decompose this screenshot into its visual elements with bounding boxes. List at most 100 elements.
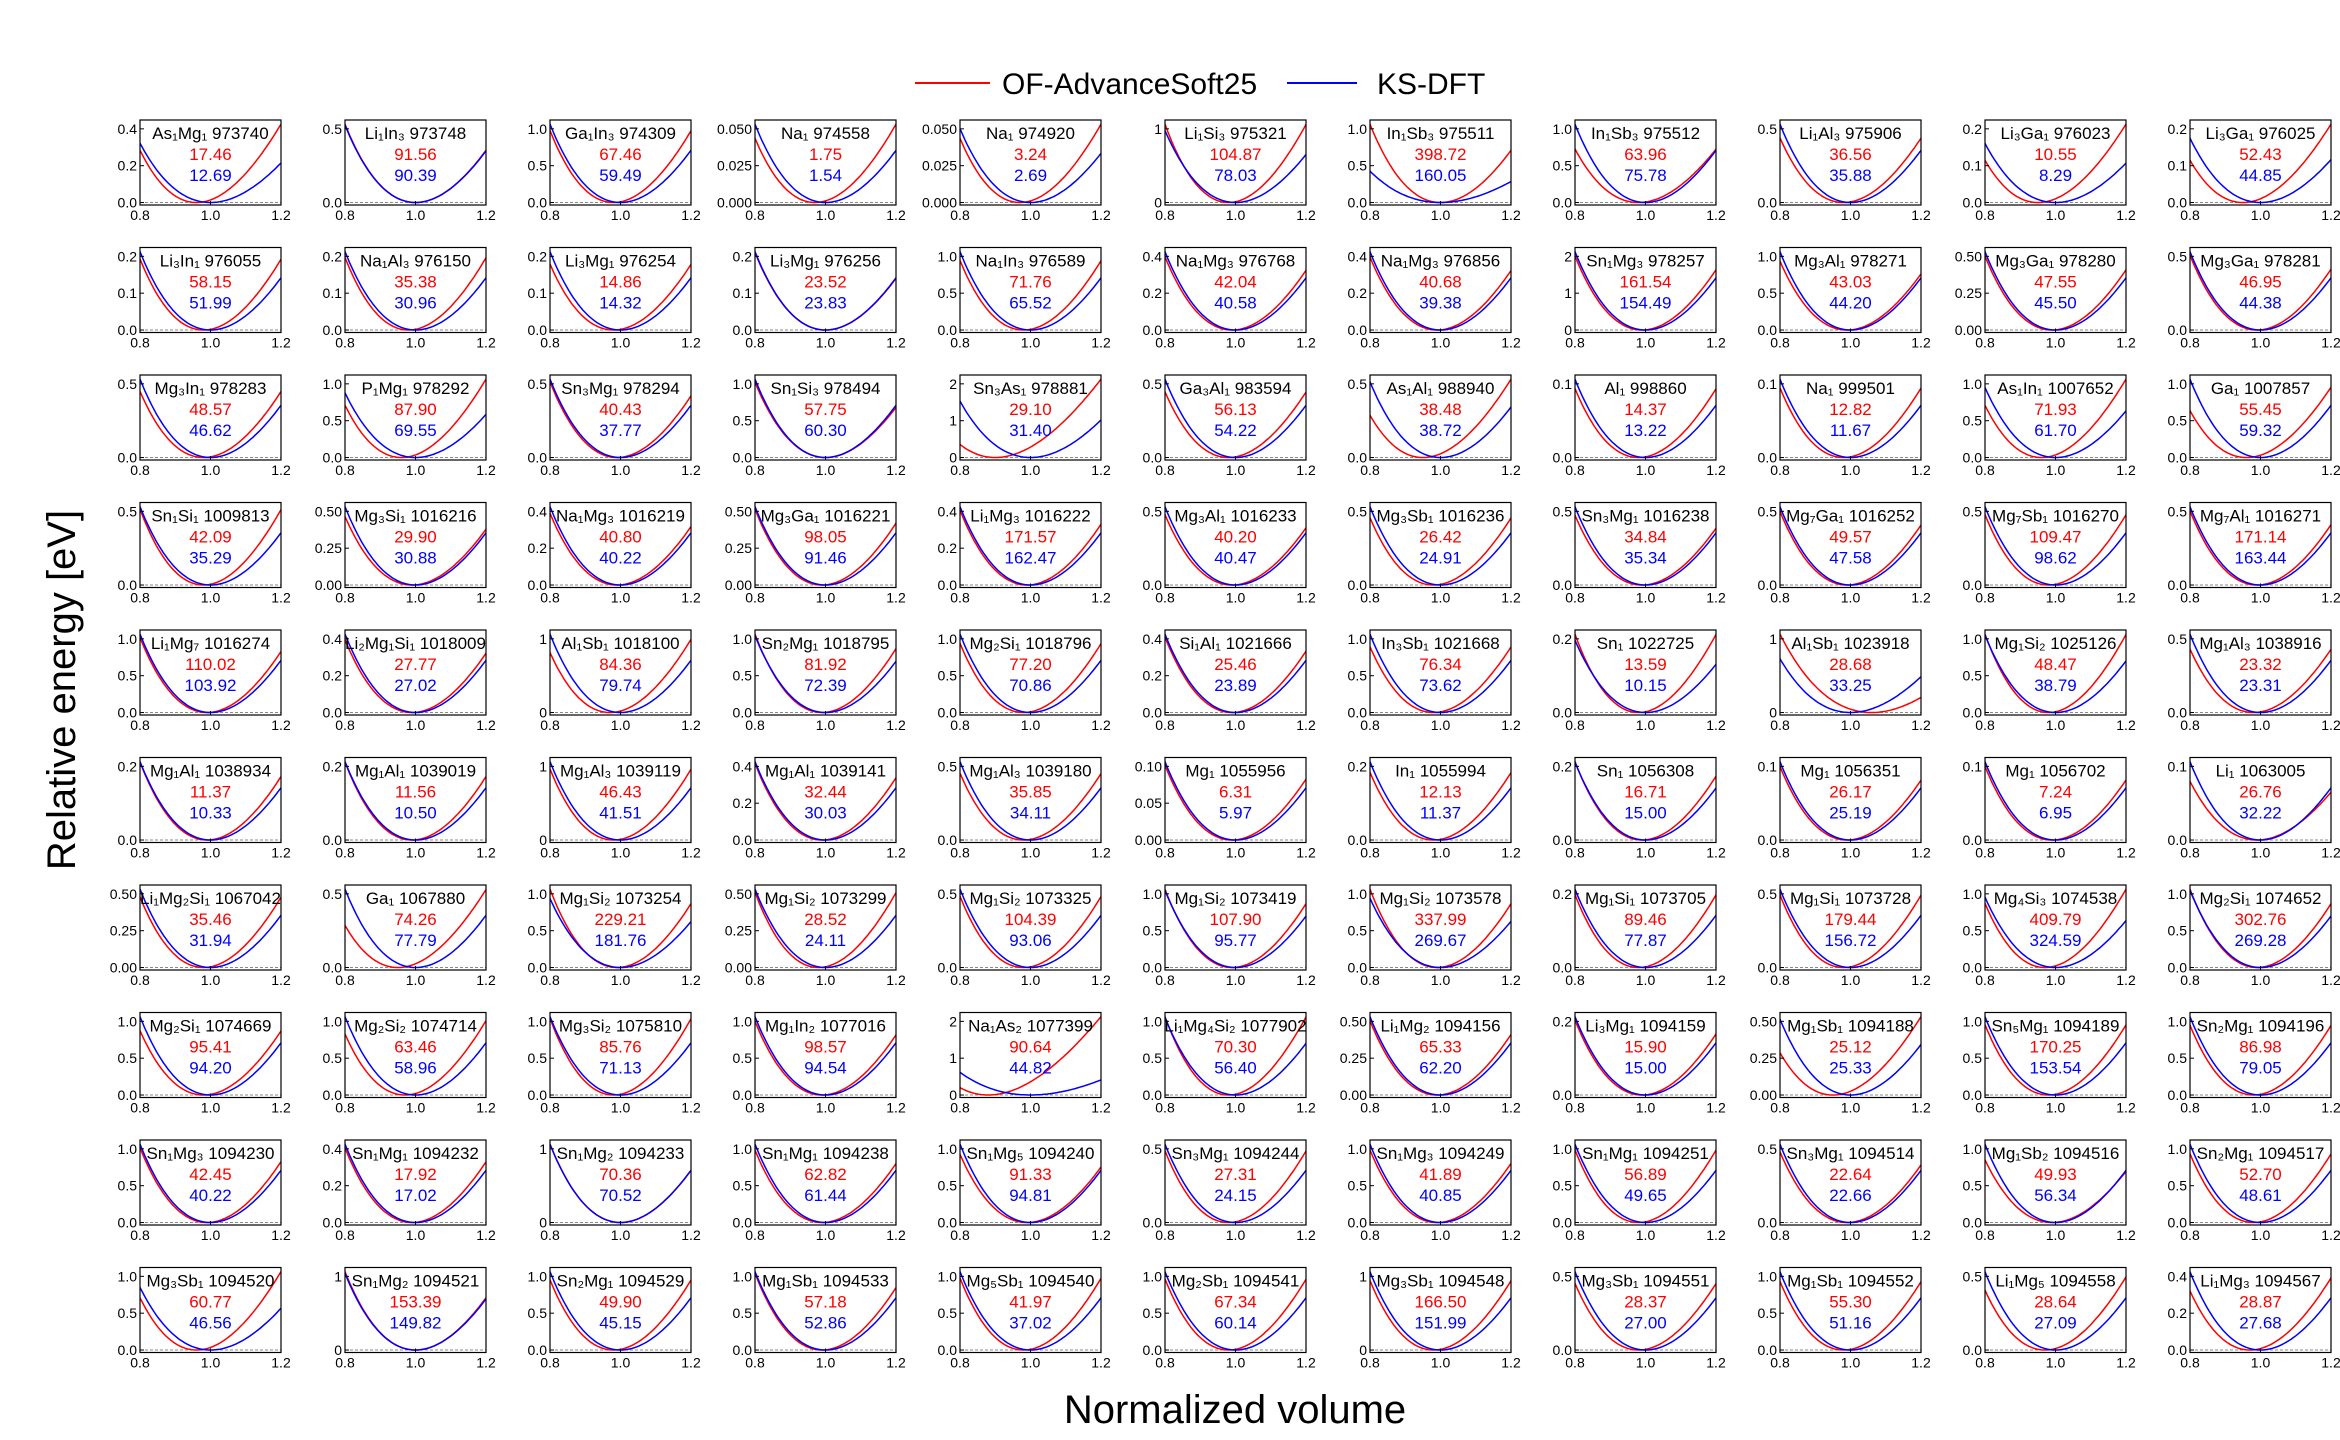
ks-dft-value: 31.94	[189, 931, 232, 950]
subplot: 0.0 0.5 1.0 0.8 1.0 1.2 Mg₂Si₂ 1074714 63.46 58.…	[323, 1011, 496, 1116]
of-advancesoft25-curve	[1985, 888, 2126, 969]
subplot: 0.0 0.5 0.8 1.0 1.2 Mg₇Al₁ 1016271 171.14 163.4…	[2168, 501, 2340, 606]
y-tick-label: 0.5	[528, 158, 548, 174]
x-tick-label: 0.8	[1360, 1100, 1380, 1116]
ks-dft-value: 70.86	[1009, 676, 1052, 695]
y-tick-label: 0.5	[938, 758, 958, 774]
x-tick-label: 1.2	[886, 972, 906, 988]
ks-dft-value: 45.50	[2034, 294, 2077, 313]
x-tick-label: 0.8	[2180, 845, 2200, 861]
ks-dft-value: 45.15	[599, 1314, 642, 1333]
of-advancesoft25-value: 10.55	[2034, 145, 2077, 164]
x-tick-label: 1.2	[681, 1355, 701, 1371]
y-tick-label: 0.5	[1963, 503, 1983, 519]
y-tick-label: 0.5	[733, 1050, 753, 1066]
of-advancesoft25-value: 70.36	[599, 1165, 642, 1184]
x-tick-label: 0.8	[1565, 972, 1585, 988]
x-tick-label: 1.2	[1501, 972, 1521, 988]
ks-dft-value: 22.66	[1829, 1186, 1872, 1205]
y-tick-label: 1.0	[118, 1141, 138, 1157]
of-advancesoft25-value: 41.89	[1419, 1165, 1462, 1184]
ks-dft-value: 8.29	[2039, 166, 2072, 185]
y-tick-label: 0.0	[1758, 1342, 1778, 1358]
x-tick-label: 0.8	[1975, 845, 1995, 861]
subplot-title: Mg₁Al₃ 1039180	[969, 762, 1091, 781]
x-tick-label: 1.0	[611, 335, 631, 351]
x-tick-label: 0.8	[745, 335, 765, 351]
x-tick-label: 1.0	[2046, 717, 2066, 733]
subplot: 0 1 0.8 1.0 1.2 Mg₃Sb₁ 1094548 166.50 151.99	[1359, 1266, 1521, 1371]
of-advancesoft25-value: 49.90	[599, 1293, 642, 1312]
x-tick-label: 1.0	[406, 590, 426, 606]
x-tick-label: 1.2	[1296, 1355, 1316, 1371]
subplot: 0.00 0.25 0.50 0.8 1.0 1.2 Mg₃Si₁ 1016216 29.90…	[315, 501, 496, 606]
x-tick-label: 1.2	[886, 1100, 906, 1116]
y-tick-label: 0.0	[2168, 450, 2188, 466]
x-tick-label: 0.8	[1360, 590, 1380, 606]
subplot-title: Li₃Mg₁ 1094159	[1585, 1017, 1705, 1036]
x-tick-label: 1.0	[406, 1100, 426, 1116]
y-tick-label: 0.0	[1963, 1087, 1983, 1103]
of-advancesoft25-curve	[1985, 123, 2126, 204]
ks-dft-value: 39.38	[1419, 294, 1462, 313]
x-tick-label: 1.2	[1911, 845, 1931, 861]
subplot-title: Mg₁Al₁ 1039019	[355, 762, 476, 781]
x-tick-label: 1.0	[1841, 335, 1861, 351]
x-tick-label: 1.0	[1636, 845, 1656, 861]
y-tick-label: 0.2	[118, 248, 138, 264]
x-tick-label: 1.2	[1501, 335, 1521, 351]
x-tick-label: 0.8	[1770, 1100, 1790, 1116]
y-tick-label: 0.5	[2168, 248, 2188, 264]
of-advancesoft25-curve	[755, 123, 896, 204]
y-tick-label: 0.0	[323, 960, 343, 976]
x-tick-label: 1.0	[1021, 1100, 1041, 1116]
ks-dft-value: 30.03	[804, 804, 847, 823]
x-tick-label: 1.0	[1636, 1100, 1656, 1116]
y-tick-label: 0.5	[1963, 1268, 1983, 1284]
y-tick-label: 0.0	[1963, 1342, 1983, 1358]
x-tick-label: 0.8	[1565, 1355, 1585, 1371]
x-tick-label: 0.8	[335, 462, 355, 478]
y-tick-label: 0.2	[323, 1178, 343, 1194]
of-advancesoft25-value: 49.57	[1829, 528, 1872, 547]
y-tick-label: 0	[539, 1215, 547, 1231]
subplot-title: Mg₁ 1055956	[1185, 762, 1285, 781]
ks-dft-value: 44.85	[2239, 166, 2282, 185]
of-advancesoft25-value: 104.87	[1210, 145, 1262, 164]
x-tick-label: 1.0	[611, 1100, 631, 1116]
of-advancesoft25-value: 40.20	[1214, 528, 1257, 547]
y-tick-label: 0.5	[1143, 1305, 1163, 1321]
of-advancesoft25-value: 29.10	[1009, 400, 1052, 419]
ks-dft-value: 94.20	[189, 1059, 232, 1078]
y-tick-label: 0.0	[1963, 832, 1983, 848]
x-tick-label: 0.8	[540, 972, 560, 988]
y-tick-label: 0	[949, 450, 957, 466]
of-advancesoft25-value: 41.97	[1009, 1293, 1052, 1312]
x-tick-label: 1.2	[271, 845, 291, 861]
subplot-title: In₃Sb₁ 1021668	[1381, 634, 1500, 653]
x-tick-label: 1.2	[1706, 335, 1726, 351]
of-advancesoft25-value: 40.68	[1419, 273, 1462, 292]
of-advancesoft25-value: 46.95	[2239, 273, 2282, 292]
ks-dft-value: 32.22	[2239, 804, 2282, 823]
y-tick-label: 0.0	[1348, 322, 1368, 338]
of-advancesoft25-value: 229.21	[595, 910, 647, 929]
y-tick-label: 0.4	[528, 503, 548, 519]
x-tick-label: 0.8	[1770, 845, 1790, 861]
x-tick-label: 1.2	[2116, 335, 2136, 351]
y-tick-label: 0.00	[110, 960, 137, 976]
x-tick-label: 1.2	[1911, 1355, 1931, 1371]
y-tick-label: 0.5	[1758, 503, 1778, 519]
of-advancesoft25-value: 14.86	[599, 273, 642, 292]
x-tick-label: 1.2	[1091, 845, 1111, 861]
x-tick-label: 1.2	[1091, 1100, 1111, 1116]
subplot-title: Na₁Al₃ 976150	[360, 252, 471, 271]
subplot-title: Mg₃Sb₁ 1094548	[1377, 1272, 1505, 1291]
subplot: 0.0 0.2 0.4 0.8 1.0 1.2 Mg₁Al₁ 1039141 32.44 30.…	[733, 756, 906, 861]
y-tick-label: 0.0	[733, 1342, 753, 1358]
legend: OF-AdvanceSoft25 KS-DFT	[915, 68, 1485, 101]
subplot: 0.0 0.5 1.0 0.8 1.0 1.2 Mg₁Sb₁ 1094552 55.30 51.…	[1758, 1266, 1931, 1371]
x-tick-label: 0.8	[1975, 1227, 1995, 1243]
of-advancesoft25-curve	[345, 889, 486, 969]
x-tick-label: 0.8	[950, 1355, 970, 1371]
